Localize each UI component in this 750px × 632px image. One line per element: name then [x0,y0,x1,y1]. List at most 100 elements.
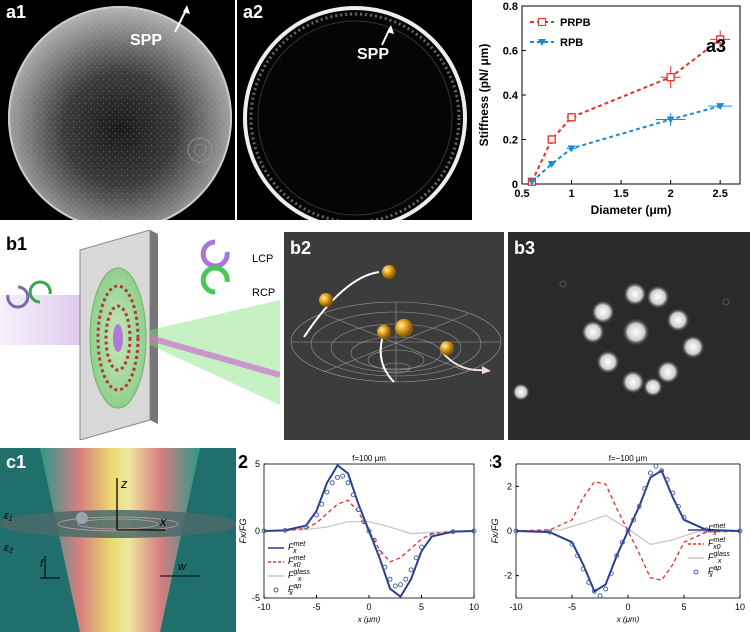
panel-label-c2: c2 [238,452,249,472]
x-tick-label: 10 [469,602,479,612]
panel-b2: b2 [284,232,504,440]
series-line-1 [515,481,741,581]
data-point-ap [335,474,340,480]
legend-marker [538,39,546,46]
panel-a2: a2 SPP [237,0,472,220]
x-tick-label: 5 [419,602,424,612]
legend-label: Fglass x [288,569,310,583]
legend-marker [693,569,699,575]
data-point-ap [471,528,477,534]
data-point-ap [681,515,687,521]
series-line-prpb [531,38,721,183]
x-axis-label: Diameter (μm) [591,203,672,217]
legend-label: Fmet x [708,523,726,537]
data-point-ap [675,503,681,509]
focused-beam-illustration [0,448,236,632]
series-line-1 [263,499,475,563]
plot-frame [521,5,741,185]
y-tick-label: 0.8 [503,1,518,13]
data-point-prpb [666,73,675,82]
x-tick-label: 2.5 [713,188,728,200]
data-point-ap [575,553,581,559]
particle-fluorescence-image [512,280,730,401]
panel-label-b2: b2 [290,238,312,258]
y-tick-label: 0 [255,526,260,536]
spp-image-a2 [243,6,467,220]
spp-annotation-a2: SPP [357,46,390,63]
data-point-ap [647,470,653,476]
data-point-ap [586,579,592,585]
y-tick-label: 2 [507,481,512,491]
x-tick-label: -5 [568,602,576,612]
data-point-rpb [547,160,556,168]
data-point-rpb [666,116,675,124]
x-tick-label: 5 [681,602,686,612]
data-point-ap [329,480,335,486]
data-point-ap [608,570,614,576]
data-point-ap [614,553,620,559]
y-tick-label: -2 [504,571,512,581]
data-point-prpb [567,113,576,122]
panel-label-c1: c1 [6,452,27,472]
data-point-ap [703,527,709,533]
legend-label: Fmet x0 [288,555,306,569]
data-point-ap [361,519,367,525]
panel-label-c3: c3 [490,452,503,472]
data-point-ap [429,532,435,538]
x-tick-label: 0 [366,602,371,612]
data-point-ap [387,576,393,582]
data-point-ap [345,480,351,486]
data-point-ap [350,492,356,498]
x-tick-label: 1.5 [613,188,628,200]
data-point-ap [636,503,642,509]
rcp-label: RCP [252,287,276,299]
y-tick-label: 0 [512,179,518,191]
data-point-ap [547,529,553,535]
panel-a1: a1 SPP [0,0,235,220]
data-point-prpb [716,35,725,44]
panel-c3: f=−100 μm -10 -5 0 5 10 -2 0 2 x (μm) Fx/FG Fmet x Fm… [490,448,750,632]
data-point-ap [664,477,670,483]
legend-marker [273,587,279,593]
data-point-ap [670,490,676,496]
x-tick-label: 1 [568,188,574,200]
data-point-ap [371,537,377,543]
x-axis-label: x (μm) [357,615,381,624]
series-line-2 [263,520,475,535]
data-point-ap [366,528,372,534]
legend-label: Fap x [288,583,301,597]
x-tick-label: -10 [509,602,522,612]
x-axis-label: x (μm) [616,615,640,624]
data-point-ap [659,468,665,474]
axis-z-label: z [121,476,128,491]
panel-label-a1: a1 [6,2,27,22]
data-point-ap [737,528,743,534]
chart-title: f=100 μm [352,454,386,463]
data-point-ap [282,527,288,533]
data-point-ap [513,528,519,534]
data-point-ap [591,588,597,594]
data-point-ap [450,529,456,535]
data-point-ap [619,539,625,545]
series-line-0 [263,463,475,599]
series-line-rpb [531,105,721,183]
data-point-rpb [567,145,576,153]
legend-label: Fglass x [708,551,730,565]
data-point-ap [398,582,403,588]
x-tick-label: 0 [625,602,630,612]
data-point-ap [319,501,325,507]
panel-a3: 0.5 1 1.5 2 2.5 0 0.2 0.4 0.6 0.8 Diameter (μm) Sti… [474,0,750,226]
legend-label: Fmet x0 [708,537,726,551]
epsilon1-label: ε₁ [4,510,13,522]
data-point-ap [303,524,309,530]
data-point-ap [580,566,586,572]
x-tick-label: -10 [257,602,270,612]
panel-label-b3: b3 [514,238,536,258]
data-point-prpb [547,135,556,144]
y-axis-label: Fx/FG [490,519,500,544]
panel-b1: b1 LCP RCP [0,230,280,440]
y-tick-label: 0.2 [503,135,518,147]
x-tick-label: -5 [312,602,320,612]
potential-well-illustration [290,265,502,383]
data-point-ap [603,586,609,592]
